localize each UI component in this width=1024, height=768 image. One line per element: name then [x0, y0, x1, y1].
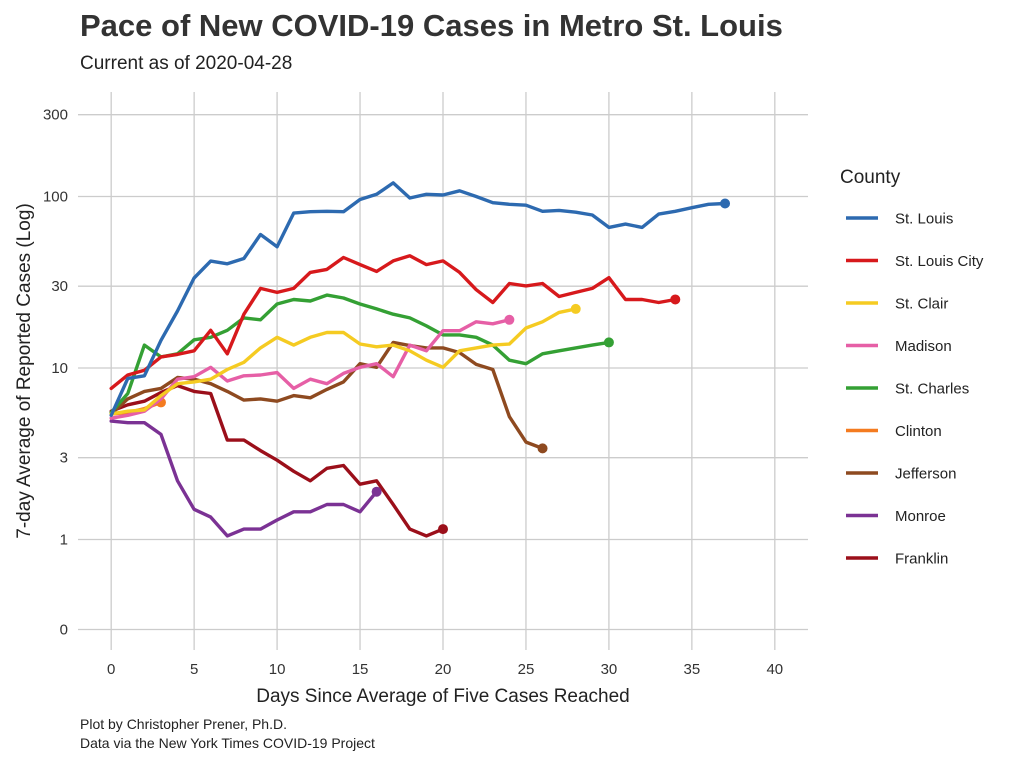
series-endpoint-franklin [438, 524, 448, 535]
series-line-st-clair [109, 307, 578, 416]
axes: 0 5 10 15 20 25 30 35 40 0 1 3 10 30 100 300 Days Since … [14, 107, 783, 707]
y-tick-label: 3 [60, 450, 68, 467]
caption-author: Plot by Christopher Prener, Ph.D. [80, 716, 287, 732]
y-tick-label: 0 [60, 622, 68, 639]
series-endpoint-st-louis [720, 198, 731, 209]
legend-title: County [840, 167, 901, 188]
series-line-st-charles [109, 293, 611, 415]
legend-label-clinton: Clinton [895, 423, 942, 440]
y-tick-label: 1 [60, 532, 68, 549]
series-endpoint-st-clair [570, 303, 581, 314]
x-axis-label: Days Since Average of Five Cases Reached [256, 686, 630, 707]
series-endpoint-monroe [371, 486, 382, 497]
legend-label-jefferson: Jefferson [895, 466, 956, 483]
chart-subtitle: Current as of 2020-04-28 [80, 53, 293, 74]
legend-label-st-louis-city: St. Louis City [895, 253, 984, 270]
series-line-madison [109, 318, 512, 420]
x-tick-label: 25 [518, 661, 535, 678]
legend-label-franklin: Franklin [895, 551, 948, 568]
legend-label-monroe: Monroe [895, 508, 946, 525]
legend-label-st-louis: St. Louis [895, 211, 953, 228]
legend-label-madison: Madison [895, 338, 952, 355]
y-tick-label: 300 [43, 107, 68, 124]
caption-source: Data via the New York Times COVID-19 Pro… [80, 735, 375, 751]
series-lines [109, 181, 731, 538]
x-tick-label: 5 [190, 661, 198, 678]
legend-label-st-clair: St. Clair [895, 296, 948, 313]
x-tick-label: 10 [269, 661, 286, 678]
series-endpoint-st-charles [603, 337, 614, 348]
x-tick-label: 30 [601, 661, 618, 678]
legend: County St. Louis St. Louis City St. Clair Ma… [840, 167, 984, 568]
legend-label-st-charles: St. Charles [895, 381, 969, 398]
grid-lines [78, 92, 808, 650]
series-endpoint-st-louis-city [670, 294, 681, 305]
series-line-jefferson [109, 340, 545, 451]
series-endpoint-madison [504, 314, 515, 325]
series-line-st-louis-city [109, 254, 677, 391]
y-tick-label: 30 [51, 278, 68, 295]
x-tick-label: 40 [766, 661, 783, 678]
chart-title: Pace of New COVID-19 Cases in Metro St. … [80, 8, 783, 43]
y-tick-label: 10 [51, 360, 68, 377]
series-line-monroe [109, 419, 379, 538]
series-endpoint-jefferson [537, 443, 548, 454]
x-tick-label: 35 [684, 661, 701, 678]
y-tick-label: 100 [43, 189, 68, 206]
series-line-st-louis [109, 181, 727, 417]
y-axis-label: 7-day Average of Reported Cases (Log) [14, 203, 35, 539]
x-tick-label: 15 [352, 661, 369, 678]
x-tick-label: 0 [107, 661, 115, 678]
x-tick-label: 20 [435, 661, 452, 678]
